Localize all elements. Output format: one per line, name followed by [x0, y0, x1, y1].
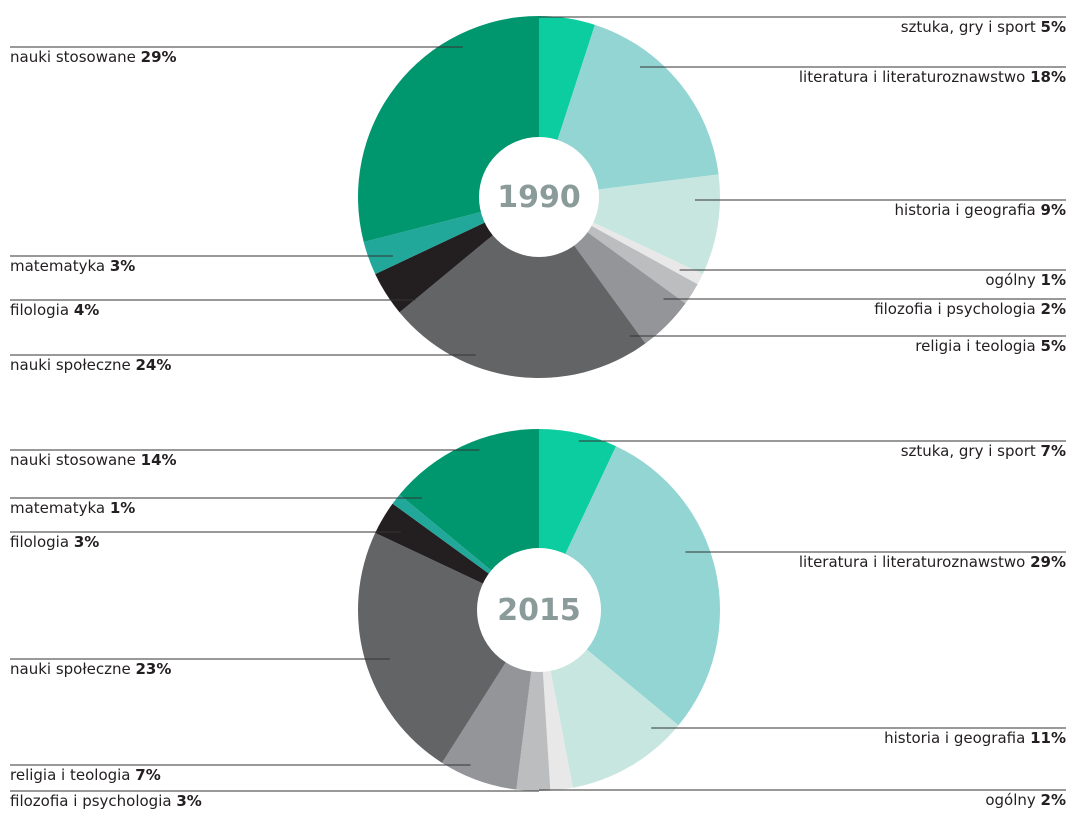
slice-label: filozofia i psychologia 3% [10, 792, 202, 810]
slice [399, 197, 646, 378]
slice-label: sztuka, gry i sport 5% [901, 18, 1066, 36]
category-name: nauki społeczne [10, 660, 131, 678]
category-name: matematyka [10, 257, 105, 275]
value-label: 29% [141, 48, 177, 66]
category-name: nauki społeczne [10, 356, 131, 374]
slice-label: historia i geografia 11% [884, 729, 1066, 747]
category-name: literatura i literaturoznawstwo [799, 68, 1025, 86]
center-label: 1990 [497, 180, 581, 215]
value-label: 29% [1030, 553, 1066, 571]
slice-label: nauki stosowane 29% [10, 48, 177, 66]
value-label: 3% [74, 533, 99, 551]
category-name: religia i teologia [10, 766, 131, 784]
category-name: ogólny [985, 791, 1036, 809]
slice-label: religia i teologia 5% [915, 337, 1066, 355]
value-label: 2% [1041, 300, 1066, 318]
value-label: 2% [1041, 791, 1066, 809]
slice-label: literatura i literaturoznawstwo 18% [799, 68, 1066, 86]
slice-label: ogólny 2% [985, 791, 1066, 809]
category-name: ogólny [985, 271, 1036, 289]
slice-label: religia i teologia 7% [10, 766, 161, 784]
donut-hole [479, 137, 599, 257]
slice-label: ogólny 1% [985, 271, 1066, 289]
center-label: 2015 [497, 593, 581, 628]
value-label: 1% [1041, 271, 1066, 289]
value-label: 5% [1041, 337, 1066, 355]
slice-label: nauki stosowane 14% [10, 451, 177, 469]
slice-label: matematyka 3% [10, 257, 135, 275]
value-label: 7% [135, 766, 160, 784]
category-name: historia i geografia [884, 729, 1025, 747]
value-label: 14% [141, 451, 177, 469]
category-name: nauki stosowane [10, 451, 136, 469]
slice [516, 610, 551, 791]
slice-label: sztuka, gry i sport 7% [901, 442, 1066, 460]
category-name: filologia [10, 301, 69, 319]
value-label: 1% [110, 499, 135, 517]
value-label: 18% [1030, 68, 1066, 86]
value-label: 3% [176, 792, 201, 810]
category-name: matematyka [10, 499, 105, 517]
category-name: sztuka, gry i sport [901, 442, 1036, 460]
category-name: literatura i literaturoznawstwo [799, 553, 1025, 571]
slice-label: nauki społeczne 23% [10, 660, 171, 678]
category-name: nauki stosowane [10, 48, 136, 66]
value-label: 3% [110, 257, 135, 275]
slice-label: filologia 4% [10, 301, 99, 319]
value-label: 4% [74, 301, 99, 319]
category-name: religia i teologia [915, 337, 1036, 355]
value-label: 9% [1041, 201, 1066, 219]
donut-hole [477, 548, 601, 672]
category-name: sztuka, gry i sport [901, 18, 1036, 36]
value-label: 23% [135, 660, 171, 678]
slice-label: nauki społeczne 24% [10, 356, 171, 374]
slice-label: filozofia i psychologia 2% [874, 300, 1066, 318]
category-name: historia i geografia [895, 201, 1036, 219]
slice-label: filologia 3% [10, 533, 99, 551]
value-label: 5% [1041, 18, 1066, 36]
value-label: 7% [1041, 442, 1066, 460]
category-name: filologia [10, 533, 69, 551]
value-label: 11% [1030, 729, 1066, 747]
slice [539, 24, 719, 198]
category-name: filozofia i psychologia [874, 300, 1036, 318]
slice-label: historia i geografia 9% [895, 201, 1066, 219]
slice [539, 446, 720, 726]
slice-label: matematyka 1% [10, 499, 135, 517]
slice-label: literatura i literaturoznawstwo 29% [799, 553, 1066, 571]
category-name: filozofia i psychologia [10, 792, 172, 810]
value-label: 24% [135, 356, 171, 374]
